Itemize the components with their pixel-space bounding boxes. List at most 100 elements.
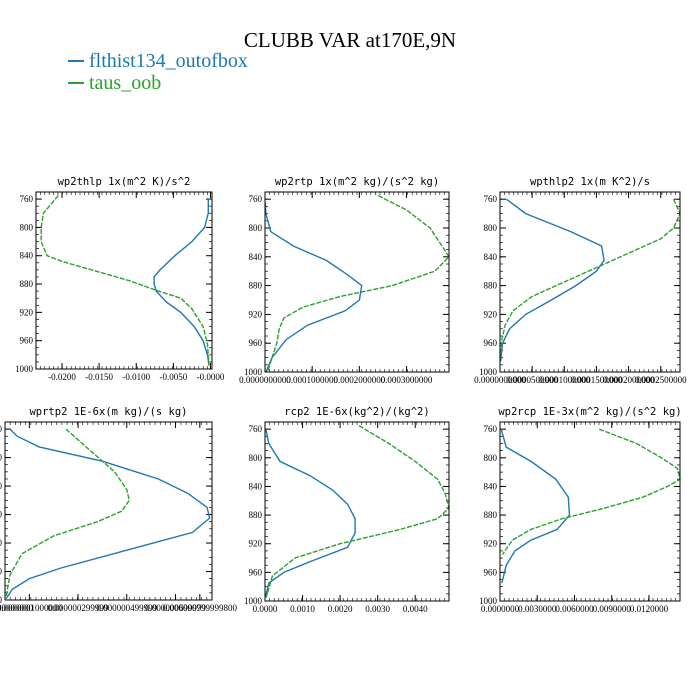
x-tick-label: 0.0001500000	[571, 375, 623, 385]
x-tick-label: -0.0050	[160, 372, 188, 382]
x-tick-label: -0.0200	[48, 372, 76, 382]
x-tick-label: 0.0040	[403, 604, 428, 614]
panel-title: wpthlp2 1x(m K^2)/s	[530, 176, 650, 188]
series-line-flthist134_outofbox	[499, 198, 605, 362]
panel-title: wprtp2 1E-6x(m kg)/(s kg)	[29, 406, 187, 418]
y-tick-label: 880	[249, 281, 263, 291]
panel-title: rcp2 1E-6x(kg^2)/(kg^2)	[284, 406, 429, 418]
y-tick-label: 1000	[479, 596, 498, 606]
panel-title: wp2rtp 1x(m^2 kg)/(s^2 kg)	[275, 176, 439, 188]
chart-panel-5: rcp2 1E-6x(kg^2)/(kg^2) 760 800 840 880 920 96…	[244, 406, 450, 614]
y-tick-label: 920	[20, 307, 34, 317]
y-tick-label: 800	[249, 453, 263, 463]
x-tick-label: -0.0000	[197, 372, 225, 382]
y-tick-label: 1000	[0, 595, 3, 605]
series-line-taus_oob	[265, 424, 450, 598]
legend-item-flthist: flthist134_outofbox	[68, 50, 248, 72]
legend-label-taus: taus_oob	[89, 72, 162, 94]
plot-frame	[4, 421, 213, 601]
panel-title: wp2rcp 1E-3x(m^2 kg)/(s^2 kg)	[498, 406, 681, 418]
x-tick-label: 0.0090000	[593, 604, 632, 614]
y-tick-label: 960	[484, 338, 498, 348]
legend-item-taus: taus_oob	[68, 72, 248, 94]
x-tick-label: 0.0000	[253, 604, 278, 614]
series-line-flthist134_outofbox	[264, 429, 356, 598]
series-line-flthist134_outofbox	[153, 199, 210, 366]
x-tick-label: 0.000000499999	[96, 603, 157, 613]
x-tick-label: 0.0010	[290, 604, 315, 614]
y-tick-label: 800	[484, 453, 498, 463]
y-tick-label: 800	[20, 222, 34, 232]
legend-swatch-flthist	[68, 60, 84, 62]
chart-title: CLUBB VAR at170E,9N	[243, 28, 457, 52]
plot-frame	[499, 421, 681, 602]
y-tick-label: 960	[249, 338, 263, 348]
y-tick-label: 1000	[15, 364, 34, 374]
y-tick-label: 920	[484, 309, 498, 319]
y-tick-label: 840	[20, 251, 34, 261]
x-tick-label: 0.0002500000	[635, 375, 687, 385]
y-tick-label: 880	[0, 510, 3, 520]
y-tick-label: 880	[484, 281, 498, 291]
y-tick-label: 840	[0, 481, 3, 491]
y-tick-label: 760	[484, 424, 498, 434]
y-tick-label: 1000	[479, 367, 498, 377]
y-tick-label: 960	[0, 567, 3, 577]
x-tick-label: 0.0003000000	[381, 375, 433, 385]
plot-frame	[264, 421, 450, 602]
chart-panel-4: wprtp2 1E-6x(m kg)/(s kg) 760 800 840 880 920…	[0, 406, 237, 613]
x-tick-label: 0.0020	[328, 604, 353, 614]
plot-frame	[264, 191, 450, 373]
y-tick-label: 880	[249, 510, 263, 520]
y-tick-label: 840	[249, 481, 263, 491]
x-tick-label: 0.0030	[365, 604, 390, 614]
y-tick-label: 880	[484, 510, 498, 520]
y-tick-label: 760	[0, 424, 3, 434]
x-tick-label: 0.000000799999800	[163, 603, 238, 613]
x-tick-label: 0.0060000	[555, 604, 594, 614]
series-line-taus_oob	[499, 198, 681, 355]
series-line-taus_oob	[40, 195, 210, 366]
x-tick-label: -0.0100	[122, 372, 150, 382]
series-line-taus_oob	[501, 428, 681, 555]
x-tick-label: -0.0150	[85, 372, 113, 382]
y-tick-label: 840	[484, 252, 498, 262]
chart-panel-6: wp2rcp 1E-3x(m^2 kg)/(s^2 kg)760 800 840 88…	[479, 406, 682, 614]
x-tick-label: 0.000000699999	[145, 603, 206, 613]
y-tick-label: 1000	[244, 596, 263, 606]
legend-swatch-taus	[68, 82, 84, 84]
series-line-flthist134_outofbox	[264, 202, 363, 373]
legend: flthist134_outofbox taus_oob	[68, 50, 248, 94]
panel-title: wp2thlp 1x(m^2 K)/s^2	[58, 176, 191, 188]
y-tick-label: 760	[249, 424, 263, 434]
x-tick-label: 0.0120000	[630, 604, 669, 614]
y-tick-label: 960	[249, 567, 263, 577]
y-tick-label: 760	[20, 194, 34, 204]
x-tick-label: 0.0000000	[481, 604, 520, 614]
chart-panel-1: wp2thlp 1x(m^2 K)/s^2 760 800 840 880 920 960 1…	[15, 176, 225, 382]
x-tick-label: 0.0002000000	[333, 375, 385, 385]
x-tick-label: 0.0000000000	[239, 375, 291, 385]
x-tick-label: 0.0001000000	[538, 375, 590, 385]
y-tick-label: 840	[484, 481, 498, 491]
x-tick-label: 0.0002000000	[603, 375, 655, 385]
y-tick-label: 800	[484, 223, 498, 233]
y-tick-label: 920	[249, 309, 263, 319]
x-tick-label: 0.0000000000	[474, 375, 526, 385]
y-tick-label: 920	[249, 539, 263, 549]
chart-panel-3: wpthlp2 1x(m K^2)/s 760 800 840 880 920 960 100…	[474, 176, 687, 385]
series-line-flthist134_outofbox	[5, 428, 211, 599]
y-tick-label: 920	[0, 538, 3, 548]
y-tick-label: 800	[249, 223, 263, 233]
y-tick-label: 760	[484, 194, 498, 204]
y-tick-label: 840	[249, 252, 263, 262]
y-tick-label: 760	[249, 194, 263, 204]
x-tick-label: 0.0000500000	[506, 375, 558, 385]
y-tick-label: 800	[0, 453, 3, 463]
y-tick-label: 960	[20, 336, 34, 346]
y-tick-label: 1000	[244, 367, 263, 377]
x-tick-label: 0.0030000	[518, 604, 557, 614]
y-tick-label: 920	[484, 539, 498, 549]
